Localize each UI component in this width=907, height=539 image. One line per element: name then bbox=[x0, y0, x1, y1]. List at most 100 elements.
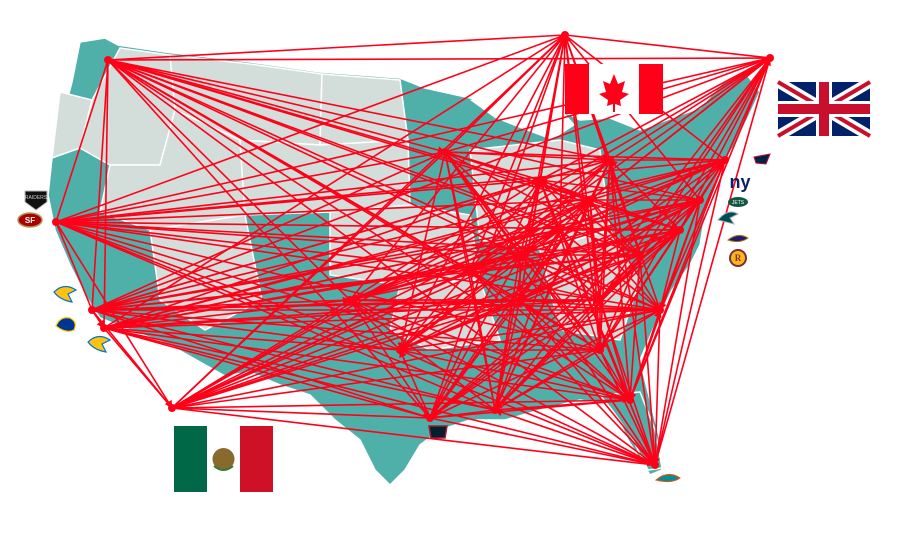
route-line bbox=[429, 229, 561, 419]
route-line bbox=[599, 299, 632, 401]
route-line bbox=[599, 349, 656, 466]
route-line bbox=[469, 269, 601, 351]
redskins-logo-icon: R bbox=[729, 249, 747, 267]
route-line bbox=[559, 199, 701, 231]
route-line bbox=[55, 221, 641, 259]
canada-flag-icon bbox=[565, 64, 663, 114]
route-line bbox=[564, 34, 771, 59]
route-line bbox=[107, 59, 591, 201]
jets-logo-icon: JETS bbox=[728, 197, 748, 207]
eagles-logo-icon bbox=[717, 211, 740, 225]
route-line bbox=[171, 299, 521, 409]
route-endpoint bbox=[626, 396, 634, 404]
route-line bbox=[429, 254, 521, 419]
route-line bbox=[349, 299, 631, 401]
route-line bbox=[494, 399, 631, 411]
route-line bbox=[107, 59, 446, 154]
route-line bbox=[444, 151, 541, 181]
raiders-logo-icon: RAIDERS bbox=[24, 190, 48, 211]
route-line bbox=[349, 299, 656, 466]
route-line bbox=[55, 34, 566, 223]
route-line bbox=[429, 417, 656, 466]
dolphins-logo-icon bbox=[654, 474, 681, 483]
route-line bbox=[494, 57, 771, 411]
route-line bbox=[103, 327, 656, 466]
route-line bbox=[539, 34, 568, 181]
route-line bbox=[444, 151, 641, 256]
route-line bbox=[103, 59, 109, 329]
route-line bbox=[599, 159, 726, 351]
route-line bbox=[171, 269, 471, 409]
route-line bbox=[609, 159, 656, 466]
route-endpoint bbox=[516, 296, 524, 304]
route-line bbox=[397, 151, 446, 351]
route-line bbox=[609, 57, 771, 161]
route-line bbox=[349, 299, 431, 419]
route-endpoint bbox=[516, 251, 524, 259]
route-line bbox=[539, 176, 701, 201]
route-line bbox=[659, 229, 681, 311]
49ers-logo-icon: SF bbox=[17, 212, 43, 228]
route-line bbox=[55, 199, 591, 223]
chargers-logo-icon bbox=[53, 285, 78, 303]
route-line bbox=[429, 229, 681, 419]
route-line bbox=[349, 299, 401, 351]
texans-logo-icon bbox=[428, 425, 448, 439]
route-line bbox=[171, 399, 631, 409]
route-line bbox=[519, 199, 591, 301]
route-line bbox=[55, 151, 446, 223]
route-line bbox=[399, 309, 661, 351]
route-line bbox=[349, 179, 541, 301]
route-line bbox=[559, 34, 566, 231]
redskins-logo-label: R bbox=[735, 253, 742, 263]
route-line bbox=[91, 59, 109, 311]
route-line bbox=[91, 159, 726, 311]
ravens-logo-icon bbox=[726, 234, 749, 243]
route-endpoint bbox=[104, 56, 112, 64]
route-line bbox=[103, 179, 541, 329]
route-line bbox=[469, 57, 771, 271]
route-line bbox=[429, 159, 726, 419]
route-line bbox=[171, 34, 566, 409]
route-endpoint bbox=[651, 461, 659, 469]
route-endpoint bbox=[536, 176, 544, 184]
route-line bbox=[494, 229, 681, 411]
route-line bbox=[444, 151, 471, 271]
mexico-flag-icon bbox=[174, 426, 273, 492]
route-endpoint bbox=[441, 148, 449, 156]
route-endpoint bbox=[100, 324, 108, 332]
route-line bbox=[469, 269, 631, 401]
route-line bbox=[519, 159, 726, 301]
route-endpoint bbox=[491, 406, 499, 414]
route-endpoint bbox=[606, 156, 614, 164]
route-line bbox=[654, 309, 661, 466]
route-line bbox=[586, 199, 601, 351]
route-line bbox=[589, 199, 661, 311]
route-line bbox=[103, 34, 566, 329]
route-line bbox=[494, 408, 656, 466]
route-endpoint bbox=[696, 196, 704, 204]
route-line bbox=[539, 179, 591, 201]
route-line bbox=[103, 327, 431, 419]
route-line bbox=[55, 59, 109, 223]
route-line bbox=[599, 349, 631, 401]
route-line bbox=[171, 407, 431, 419]
route-endpoint bbox=[52, 218, 60, 226]
route-line bbox=[103, 327, 401, 351]
rams-logo-icon bbox=[55, 317, 76, 332]
chargers-alt-logo-icon bbox=[87, 335, 112, 353]
route-line bbox=[399, 349, 431, 419]
route-endpoint bbox=[168, 404, 176, 412]
route-endpoint bbox=[561, 31, 569, 39]
route-line bbox=[469, 159, 726, 271]
route-line bbox=[349, 229, 561, 301]
route-line bbox=[469, 159, 611, 271]
route-line bbox=[519, 299, 661, 311]
giants-logo-label: ny bbox=[729, 172, 750, 192]
route-line bbox=[654, 159, 726, 466]
route-line bbox=[171, 407, 656, 466]
route-line bbox=[444, 151, 591, 201]
route-endpoint bbox=[636, 251, 644, 259]
route-line bbox=[429, 34, 566, 419]
